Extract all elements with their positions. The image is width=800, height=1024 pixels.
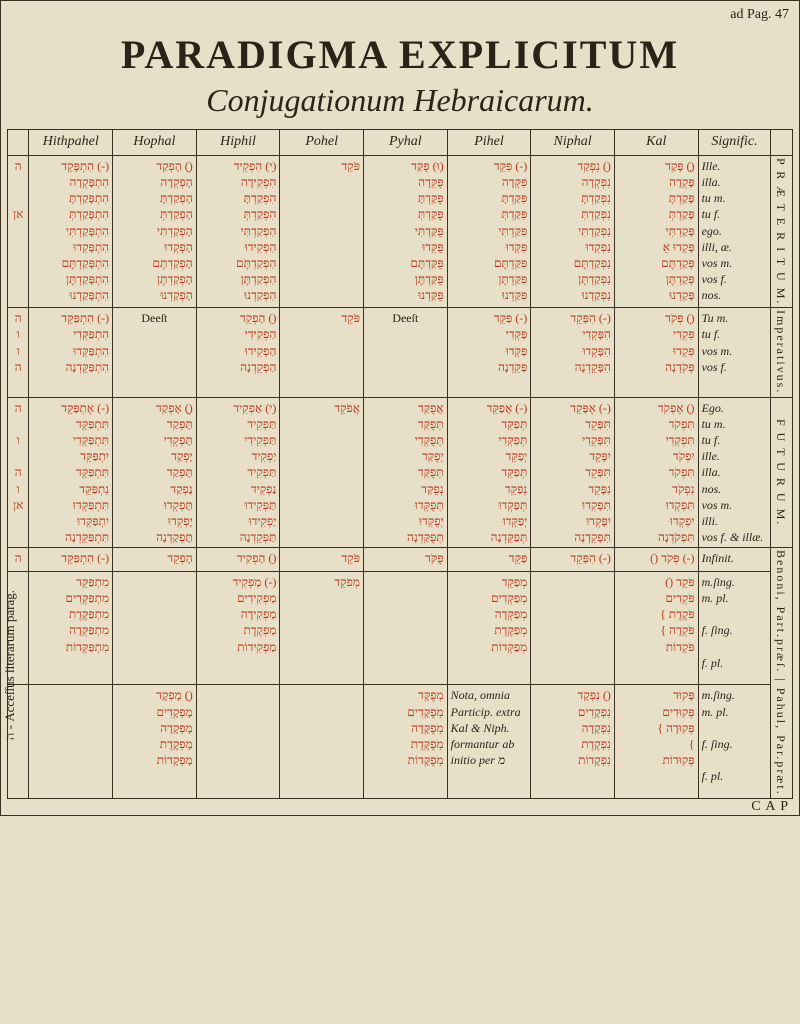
cell-r3-hophal: (ֻ) אָפְקַד תָּפְקַד תָּפְקְדִי יָפְקַד …	[113, 397, 197, 548]
left-heb-r4: ה	[8, 548, 29, 572]
col-hiphil: Hiphil	[196, 130, 280, 156]
cell-r1-hiphil: (ִי) הִפְקִיד הִפְקִידָה הִפְקַדְתָּ הִפ…	[196, 155, 280, 307]
row-pahul: (ֻ) מָפְקָד מָפְקָדִים מָפְקָדָה מָפְקֶד…	[8, 685, 793, 799]
cell-r2-signif: Tu m. tu f. vos m. vos f.	[698, 308, 771, 397]
cell-r1-pyhal: (וּ) פֻּקַּד פֻּקְּדָה פֻּקַּדְתָּ פֻּקַ…	[364, 155, 448, 307]
col-hithpahel: Hithpahel	[29, 130, 113, 156]
left-heb-r3: ה ו ה ו אן	[8, 397, 29, 548]
cell-r3-signif: Ego. tu m. tu f. ille. illa. nos. vos m.…	[698, 397, 771, 548]
cell-r3-kal: (ְ) אֶפְקֹד תִּפְקֹד תִּפְקְדִי יִפְקֹד …	[614, 397, 698, 548]
cell-r1-kal: (ָ) פָּקַד פָּקְדָה פָּקַדְתָּ פָּקַדְתְ…	[614, 155, 698, 307]
cell-r1-hithpahel: (-) הִתְפָּקֵד הִתְפָּקְדָה הִתְפָּקַדְת…	[29, 155, 113, 307]
col-pyhal: Pyhal	[364, 130, 448, 156]
page: ad Pag. 47 PARADIGMA EXPLICITUM Conjugat…	[0, 0, 800, 816]
catchword: C A P	[7, 799, 793, 815]
cell-r5-hiphil: (-) מַפְקִיד מַפְקִידִים מַפְקִידָה מַפְ…	[196, 571, 280, 685]
cell-r5-pihel: מְפַקֵּד מְפַקְּדִים מְפַקְּדָה מְפַקֶּד…	[447, 571, 531, 685]
row-infinit: ה (-) הִתְפַּקֵּד הָפְקֵד (ִ) הַפְקִיד פ…	[8, 548, 793, 572]
cell-r5-pyhal	[364, 571, 448, 685]
cell-r2-kal: (ְ) פְּקֹד פִּקְדִי פִּקְדוּ פְּקֹדְנָה	[614, 308, 698, 397]
left-margin-note: ה - Acceſſus literarum parag.	[2, 590, 18, 740]
cell-r6-kal: פָּקוּד פְּקוּדִים פְּקוּדָה } } פְּקוּד…	[614, 685, 698, 799]
col-pohel: Pohel	[280, 130, 364, 156]
cell-r6-pohel	[280, 685, 364, 799]
subtitle: Conjugationum Hebraicarum.	[7, 82, 793, 119]
conjugation-table: Hithpahel Hophal Hiphil Pohel Pyhal Pihe…	[7, 129, 793, 799]
table-header-row: Hithpahel Hophal Hiphil Pohel Pyhal Pihe…	[8, 130, 793, 156]
cell-r1-niphal: (ִ) נִפְקַד נִפְקְדָה נִפְקַדְתָּ נִפְקַ…	[531, 155, 615, 307]
cell-r4-hiphil: (ִ) הַפְקִיד	[196, 548, 280, 572]
cell-r4-hophal: הָפְקֵד	[113, 548, 197, 572]
cell-r6-hophal: (ֻ) מָפְקָד מָפְקָדִים מָפְקָדָה מָפְקֶד…	[113, 685, 197, 799]
left-heb-r1: ה אן	[8, 155, 29, 307]
col-signific: Signific.	[698, 130, 771, 156]
cell-r6-niphal: (ִ) נִפְקָד נִפְקָדִים נִפְקָדָה נִפְקֶד…	[531, 685, 615, 799]
col-niphal: Niphal	[531, 130, 615, 156]
row-benoni: מִתְפַּקֵּד מִתְפַּקְּדִים מִתְפַּקֶּדֶת…	[8, 571, 793, 685]
main-title: PARADIGMA EXPLICITUM	[7, 31, 793, 78]
cell-r6-signif: m.ſing. m. pl. f. ſing. f. pl.	[698, 685, 771, 799]
cell-r2-hithpahel: (-) הִתְפַּקֵּד הִתְפַּקְּדִי הִתְפַּקְּ…	[29, 308, 113, 397]
cell-r3-pohel: אֲפֹקֵד	[280, 397, 364, 548]
cell-r3-pihel: (-) אֲפַקֵּד תְּפַקֵּד תְּפַקְּדִי יְפַק…	[447, 397, 531, 548]
cell-r6-pihel-note: Nota, omnia Particip. extra Kal & Niph. …	[447, 685, 531, 799]
cell-r4-pihel: פַּקֵּד	[447, 548, 531, 572]
cell-r6-pyhal: מְפֻקָּד מְפֻקָּדִים מְפֻקָּדָה מְפֻקֶּד…	[364, 685, 448, 799]
row-praeteritum: ה אן (-) הִתְפָּקֵד הִתְפָּקְדָה הִתְפָּ…	[8, 155, 793, 307]
tense-imperativus: Imperativus.	[771, 308, 793, 397]
cell-r4-niphal: (-) הִפָּקֵד	[531, 548, 615, 572]
cell-r4-kal: (-) פְּקֹד (ֹ)	[614, 548, 698, 572]
col-hophal: Hophal	[113, 130, 197, 156]
tense-participles: Benoni, Part.præſ. | Pahul, Par.præt.	[771, 548, 793, 799]
row-futurum: ה ו ה ו אן (-) אֶתְפַּקֵּד תִּתְפַּקֵּד …	[8, 397, 793, 548]
row-imperativus: ה ו ו ה (-) הִתְפַּקֵּד הִתְפַּקְּדִי הִ…	[8, 308, 793, 397]
cell-r3-pyhal: אֲפֻקַּד תְּפֻקַּד תְּפֻקְּדִי יְפֻקַּד …	[364, 397, 448, 548]
cell-r2-pyhal: Deeſt	[364, 308, 448, 397]
corner-cell	[8, 130, 29, 156]
cell-r4-signif: Infinit.	[698, 548, 771, 572]
left-heb-r2: ה ו ו ה	[8, 308, 29, 397]
cell-r2-pihel: (-) פַּקֵּד פַּקְּדִי פַּקְּדוּ פַּקֵּדְ…	[447, 308, 531, 397]
tense-praeteritum: P R Æ T E R I T U M.	[771, 155, 793, 307]
cell-r5-hophal	[113, 571, 197, 685]
tense-futurum: F U T U R U M.	[771, 397, 793, 548]
cell-r4-pyhal: פֻּקֹּד	[364, 548, 448, 572]
cell-r5-niphal	[531, 571, 615, 685]
col-tense	[771, 130, 793, 156]
cell-r4-pohel: פֹּקֵד	[280, 548, 364, 572]
page-reference: ad Pag. 47	[7, 5, 793, 23]
col-kal: Kal	[614, 130, 698, 156]
col-pihel: Pihel	[447, 130, 531, 156]
cell-r1-signif: Ille. illa. tu m. tu f. ego. illi, æ. vo…	[698, 155, 771, 307]
cell-r1-pihel: (-) פִּקֵּד פִּקְּדָה פִּקַּדְתָּ פִּקַּ…	[447, 155, 531, 307]
cell-r4-hithpahel: (-) הִתְפַּקֵּד	[29, 548, 113, 572]
cell-r2-pohel: פֹּקֵד	[280, 308, 364, 397]
cell-r3-niphal: (-) אֶפָּקֵד תִּפָּקֵד תִּפָּקְדִי יִפָּ…	[531, 397, 615, 548]
cell-r1-pohel: פֹּקֵד	[280, 155, 364, 307]
cell-r5-hithpahel: מִתְפַּקֵּד מִתְפַּקְּדִים מִתְפַּקֶּדֶת…	[29, 571, 113, 685]
cell-r2-hophal: Deeſt	[113, 308, 197, 397]
cell-r6-hithpahel	[29, 685, 113, 799]
cell-r5-pohel: מְפֹקֵד	[280, 571, 364, 685]
cell-r2-hiphil: (ִ) הַפְקֵד הַפְקִידִי הַפְקִידוּ הַפְקֵ…	[196, 308, 280, 397]
cell-r5-kal: פֹּקֵד (ֹ) פֹּקְדִים פֹּקֶדֶת } פֹּקְדָה…	[614, 571, 698, 685]
cell-r1-hophal: (ֻ) הָפְקַד הָפְקְדָה הָפְקַדְתָּ הָפְקַ…	[113, 155, 197, 307]
cell-r2-niphal: (-) הִפָּקֵד הִפָּקְדִי הִפָּקְדוּ הִפָּ…	[531, 308, 615, 397]
cell-r6-hiphil	[196, 685, 280, 799]
cell-r3-hiphil: (ִי) אַפְקִיד תַּפְקִיד תַּפְקִידִי יַפְ…	[196, 397, 280, 548]
cell-r3-hithpahel: (-) אֶתְפַּקֵּד תִּתְפַּקֵּד תִּתְפַּקְּ…	[29, 397, 113, 548]
cell-r5-signif: m.ſing. m. pl. f. ſing. f. pl.	[698, 571, 771, 685]
